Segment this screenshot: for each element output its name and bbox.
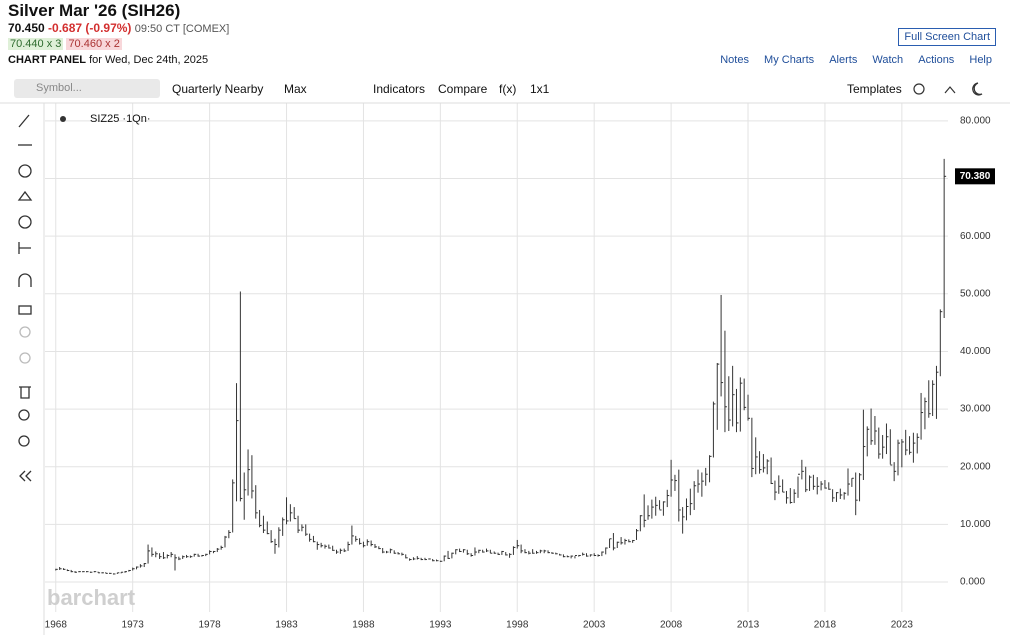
quote-row: 70.450 -0.687 (-0.97%) 09:50 CT [COMEX] xyxy=(8,21,229,35)
tool-icon[interactable] xyxy=(18,164,32,178)
alerts-link[interactable]: Alerts xyxy=(829,54,858,66)
x-tick-label: 2018 xyxy=(814,620,837,631)
drawing-tools xyxy=(17,114,33,482)
y-tick-label: 20.000 xyxy=(960,461,991,472)
x-tick-label: 2023 xyxy=(891,620,914,631)
layout-menu[interactable]: 1x1 xyxy=(530,82,550,96)
bid-ask: 70.440 x 3 70.460 x 2 xyxy=(8,38,122,50)
y-tick-label: 50.000 xyxy=(960,288,991,299)
ask: 70.460 x 2 xyxy=(66,38,122,50)
watch-link[interactable]: Watch xyxy=(872,54,904,66)
x-tick-label: 2008 xyxy=(660,620,683,631)
y-tick-label: 80.000 xyxy=(960,116,991,127)
bid: 70.440 x 3 xyxy=(8,38,64,50)
x-tick-label: 1983 xyxy=(275,620,298,631)
toolbar: Symbol... Quarterly Nearby Max Indicator… xyxy=(0,77,1010,101)
theme-icon[interactable] xyxy=(972,82,983,96)
legend-label: SIZ25 ·1Qn· xyxy=(90,113,151,125)
panel-label: CHART PANEL xyxy=(8,54,87,66)
help-link[interactable]: Help xyxy=(969,54,992,66)
tool-icon[interactable] xyxy=(18,215,32,229)
time: 09:50 CT [COMEX] xyxy=(134,23,230,35)
x-tick-label: 1998 xyxy=(506,620,529,631)
change: -0.687 (-0.97%) xyxy=(48,21,132,35)
header-icons xyxy=(913,82,983,96)
x-tick-label: 1973 xyxy=(122,620,145,631)
x-tick-label: 1978 xyxy=(198,620,221,631)
x-tick-label: 1993 xyxy=(429,620,452,631)
tool-icon[interactable] xyxy=(17,190,33,201)
price-bars xyxy=(55,158,947,575)
collapse-icon[interactable] xyxy=(944,86,956,94)
last-price-label: 70.380 xyxy=(960,171,991,182)
tool-icon[interactable] xyxy=(19,386,31,399)
actions-link[interactable]: Actions xyxy=(918,54,955,66)
title: Silver Mar '26 (SIH26) xyxy=(8,1,181,20)
last-price-box xyxy=(955,168,995,185)
visibility-icon xyxy=(60,116,66,122)
compare-button[interactable]: Compare xyxy=(438,82,488,96)
tool-icon[interactable] xyxy=(18,242,31,254)
tool-icon[interactable] xyxy=(18,305,32,315)
tool-icon[interactable] xyxy=(18,409,30,421)
my-charts-link[interactable]: My Charts xyxy=(764,54,815,66)
tool-icon[interactable] xyxy=(18,435,30,447)
templates-button[interactable]: Templates xyxy=(847,82,902,96)
watermark: barchart xyxy=(47,585,136,610)
panel: CHART PANEL for Wed, Dec 24th, 2025 xyxy=(8,54,208,66)
x-tick-label: 1968 xyxy=(45,620,68,631)
y-tick-label: 10.000 xyxy=(960,519,991,530)
fx-button[interactable]: f(x) xyxy=(499,82,517,96)
tool-icon[interactable] xyxy=(18,114,30,128)
tool-icon[interactable] xyxy=(19,352,31,364)
price: 70.450 xyxy=(8,21,45,35)
panel-date: for Wed, Dec 24th, 2025 xyxy=(89,54,209,66)
y-tick-label: 60.000 xyxy=(960,231,991,242)
settings-icon[interactable] xyxy=(913,83,925,95)
x-tick-label: 2013 xyxy=(737,620,760,631)
full-screen-button[interactable]: Full Screen Chart xyxy=(898,28,996,46)
collapse-icon[interactable] xyxy=(19,470,32,482)
y-tick-label: 30.000 xyxy=(960,404,991,415)
range-menu[interactable]: Max xyxy=(284,82,307,96)
x-tick-label: 2003 xyxy=(583,620,606,631)
indicators-button[interactable]: Indicators xyxy=(373,82,426,96)
links: Notes My Charts Alerts Watch Actions Hel… xyxy=(708,54,992,66)
y-tick-label: 0.000 xyxy=(960,577,985,588)
y-tick-label: 40.000 xyxy=(960,346,991,357)
period-menu[interactable]: Quarterly Nearby xyxy=(172,82,264,96)
tool-icon[interactable] xyxy=(18,273,32,287)
notes-link[interactable]: Notes xyxy=(720,54,749,66)
tool-icon[interactable] xyxy=(19,326,31,338)
symbol-input[interactable]: Symbol... xyxy=(14,79,160,98)
x-tick-label: 1988 xyxy=(352,620,375,631)
